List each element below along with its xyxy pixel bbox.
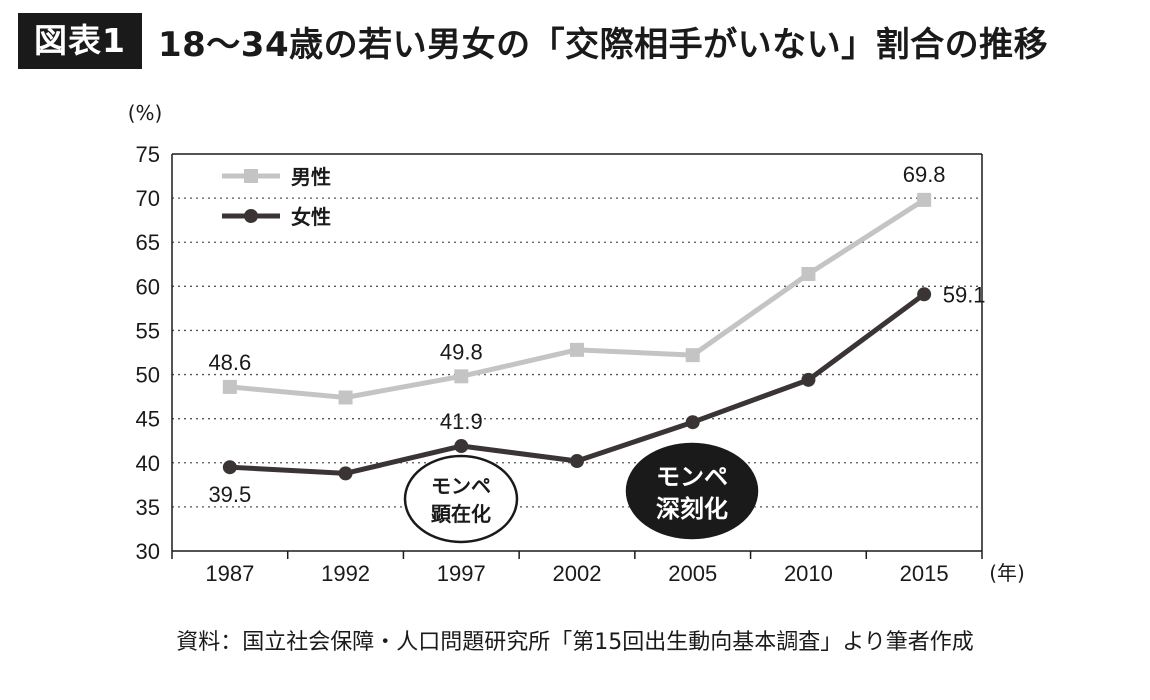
annotation-text: モンペ — [656, 463, 728, 491]
data-point — [338, 390, 353, 405]
data-point — [801, 372, 816, 387]
x-tick-label: 2010 — [784, 561, 833, 586]
data-label: 69.8 — [903, 162, 946, 187]
data-point — [222, 460, 237, 475]
y-tick-label: 30 — [136, 539, 160, 564]
y-tick-label: 50 — [136, 363, 160, 388]
data-point — [454, 369, 469, 384]
data-label: 48.6 — [208, 350, 251, 375]
chart-title: 18〜34歳の若い男女の「交際相手がいない」割合の推移 — [157, 24, 1049, 65]
title-row: 図表1 18〜34歳の若い男女の「交際相手がいない」割合の推移 — [18, 12, 1048, 70]
y-tick-label: 40 — [136, 451, 160, 476]
legend-marker — [244, 209, 258, 223]
x-tick-label: 2015 — [900, 561, 949, 586]
y-tick-label: 65 — [136, 230, 160, 255]
data-point — [685, 348, 700, 363]
data-point — [570, 454, 584, 469]
data-point — [917, 287, 932, 302]
y-tick-label: 55 — [136, 318, 160, 343]
y-tick-label: 35 — [136, 495, 160, 520]
data-point — [917, 192, 932, 207]
data-point — [801, 266, 816, 281]
y-tick-label: 45 — [136, 407, 160, 432]
series-line-0 — [229, 197, 926, 400]
data-point — [685, 415, 700, 430]
legend-label: 男性 — [291, 165, 331, 189]
y-axis-unit: (%) — [128, 101, 163, 125]
annotation-bubble — [403, 454, 519, 544]
data-label: 39.5 — [208, 482, 251, 507]
annotation-text: 顕在化 — [431, 502, 491, 526]
data-label: 59.1 — [943, 282, 986, 307]
x-tick-label: 2002 — [553, 561, 602, 586]
annotation-text: モンペ — [431, 474, 491, 498]
source-note: 資料：国立社会保障・人口問題研究所「第15回出生動向基本調査」より筆者作成 — [176, 630, 974, 655]
figure-badge: 図表1 — [18, 13, 142, 69]
data-point — [570, 342, 584, 357]
x-tick-label: 1992 — [321, 561, 370, 586]
x-tick-label: 2005 — [668, 561, 717, 586]
annotation-bubble — [625, 442, 759, 540]
data-point — [222, 379, 237, 394]
data-point — [338, 466, 353, 481]
x-axis-unit: (年) — [989, 561, 1025, 585]
y-tick-label: 60 — [136, 274, 160, 299]
y-tick-label: 70 — [136, 186, 160, 211]
annotation-text: 深刻化 — [656, 495, 728, 523]
legend-marker — [244, 169, 258, 183]
data-label: 41.9 — [440, 409, 483, 434]
data-label: 49.8 — [440, 339, 483, 364]
legend-label: 女性 — [291, 205, 331, 229]
y-tick-label: 75 — [136, 142, 160, 167]
x-tick-label: 1987 — [205, 561, 254, 586]
series-line-1 — [229, 292, 926, 476]
x-tick-label: 1997 — [437, 561, 486, 586]
data-point — [454, 439, 469, 454]
